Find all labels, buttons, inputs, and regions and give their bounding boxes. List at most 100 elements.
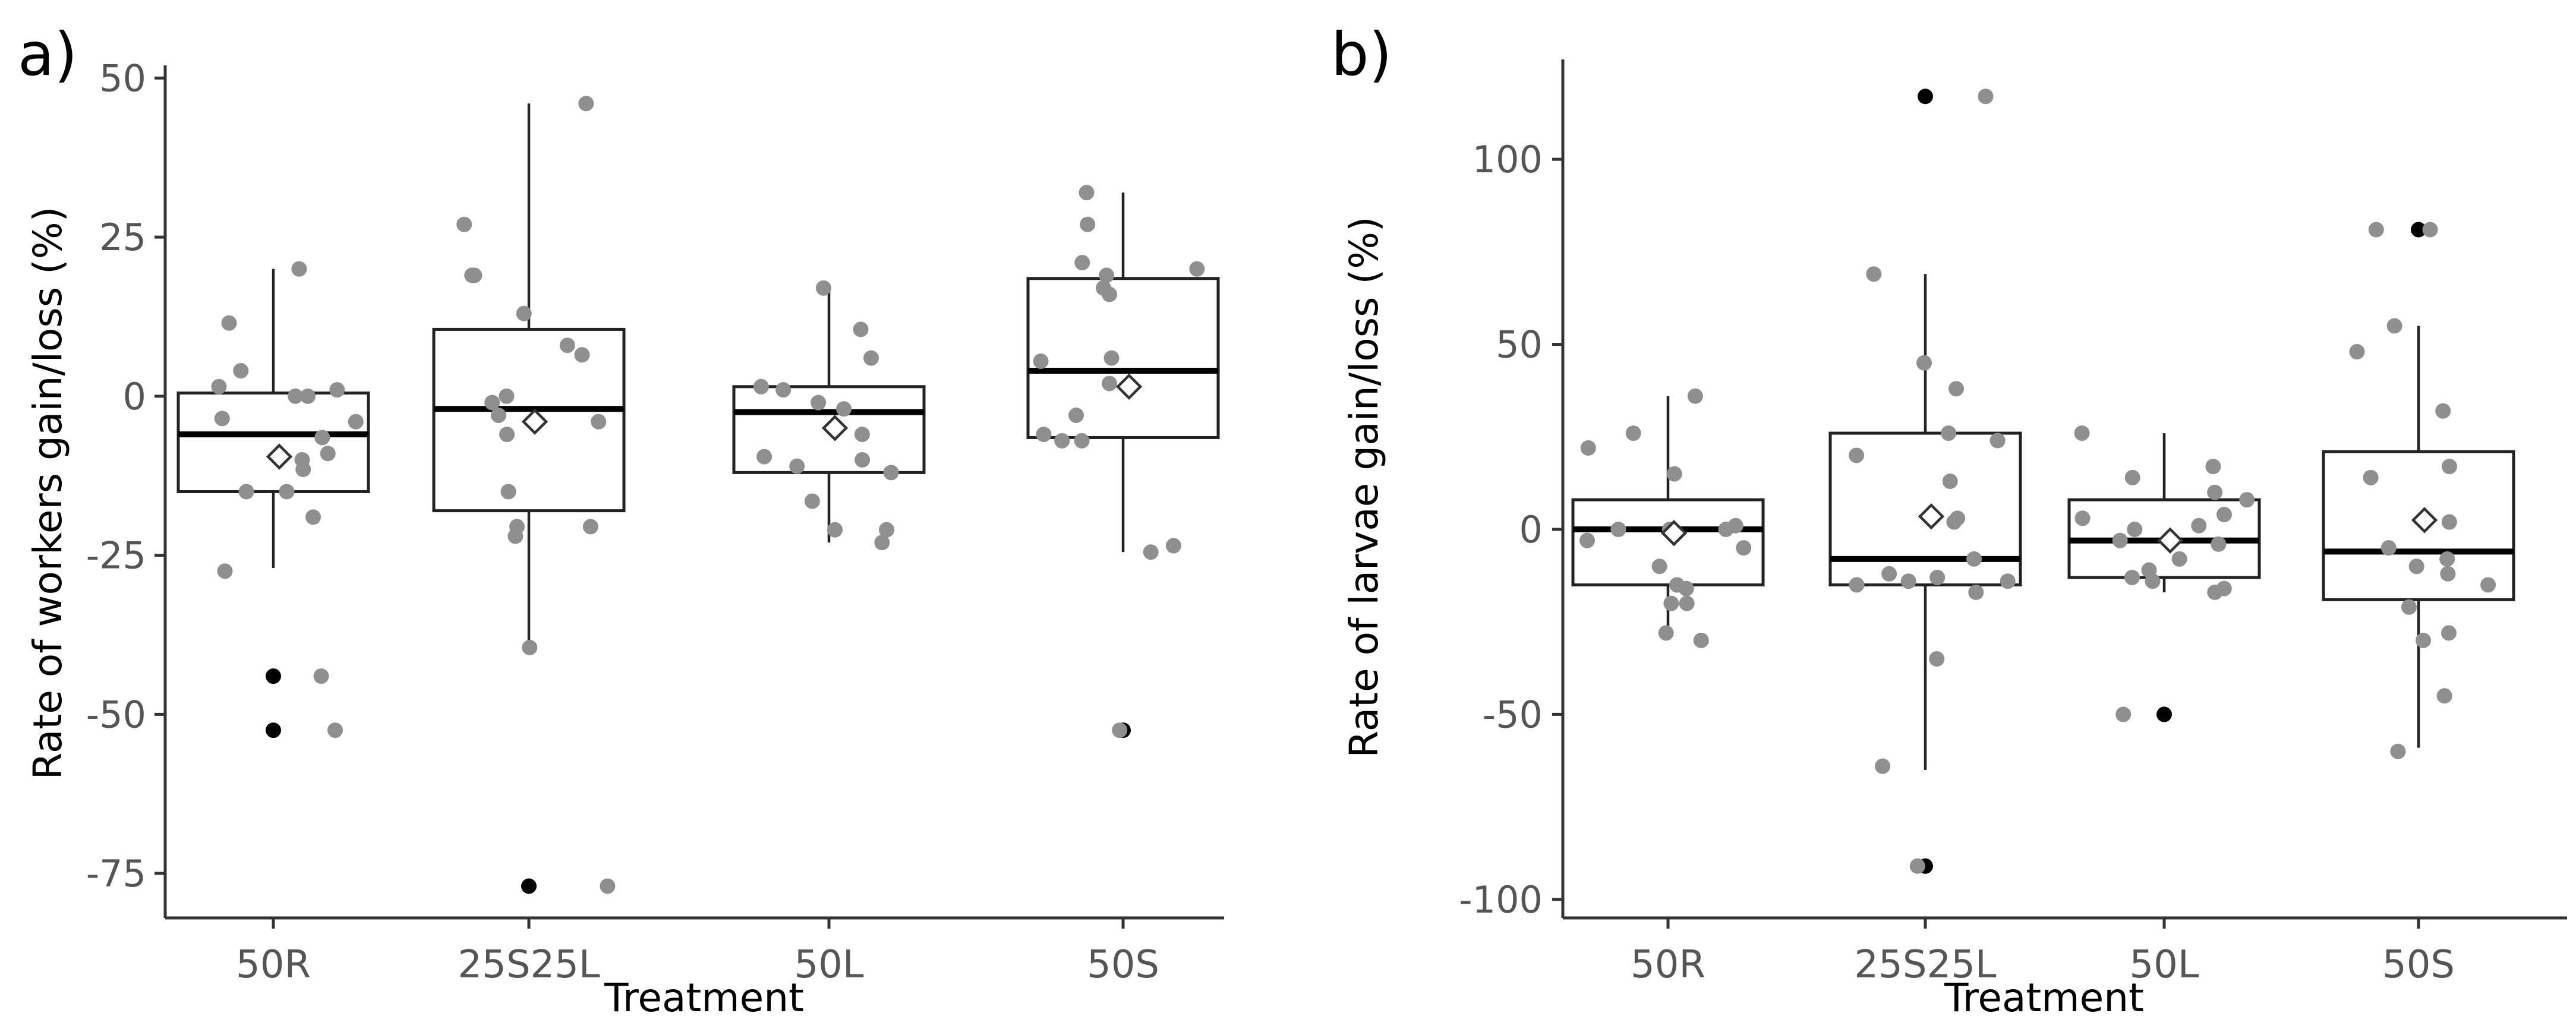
data-point: [2124, 569, 2140, 585]
data-point: [1651, 558, 1667, 575]
mean-diamond: [521, 408, 548, 435]
data-point: [2127, 522, 2143, 538]
data-point: [1875, 758, 1891, 774]
outlier-point: [521, 878, 537, 894]
panel-a-y-title: Rate of workers gain/loss (%): [25, 207, 71, 780]
data-point: [2000, 573, 2016, 589]
mean-diamond: [1115, 373, 1143, 400]
data-point: [329, 382, 345, 398]
data-point: [1866, 266, 1882, 282]
y-tick-label: -50: [1483, 693, 1543, 736]
y-tick-label: 50: [99, 56, 146, 100]
data-point: [1679, 595, 1695, 611]
data-point: [600, 878, 616, 894]
data-point: [484, 395, 500, 411]
data-point: [1036, 427, 1052, 443]
data-point: [2216, 507, 2232, 523]
outlier-point: [2411, 222, 2426, 238]
data-point: [2390, 743, 2406, 759]
data-point: [288, 388, 304, 404]
data-point: [2207, 484, 2223, 500]
data-point: [1143, 544, 1159, 560]
data-point: [1666, 466, 1682, 482]
data-point: [1849, 447, 1865, 463]
data-point: [827, 522, 843, 538]
data-point: [836, 401, 852, 417]
x-tick-label: 50S: [1087, 943, 1159, 987]
panel-a-label: a): [18, 20, 77, 89]
data-point: [1966, 551, 1982, 567]
outlier-point: [1918, 89, 1933, 105]
data-point: [1103, 350, 1120, 366]
y-tick-label: 0: [1519, 508, 1543, 551]
data-point: [327, 722, 343, 739]
data-point: [2115, 706, 2132, 722]
data-point: [1978, 89, 1994, 105]
data-point: [211, 378, 227, 395]
data-point: [1102, 375, 1117, 392]
data-point: [1074, 433, 1090, 449]
x-tick-label: 25S25L: [1854, 943, 1997, 987]
data-point: [1102, 286, 1118, 302]
iqr-box: [176, 392, 370, 493]
data-point: [2191, 517, 2207, 534]
data-point: [1033, 353, 1049, 369]
panel-a: a) Treatment Rate of workers gain/loss (…: [18, 20, 1224, 1021]
box-50R: [176, 261, 370, 739]
data-point: [294, 452, 310, 468]
x-tick-label: 50S: [2382, 943, 2455, 987]
data-point: [815, 280, 831, 296]
data-point: [1663, 595, 1679, 611]
x-tick-label: 50R: [1631, 943, 1705, 987]
data-point: [2435, 403, 2451, 419]
data-point: [233, 363, 249, 379]
data-point: [1165, 538, 1181, 554]
data-point: [320, 446, 336, 462]
data-point: [1948, 381, 1964, 397]
data-point: [1079, 185, 1095, 201]
data-point: [863, 350, 879, 366]
y-tick-label: -100: [1459, 878, 1543, 921]
box-50S: [1026, 185, 1220, 739]
data-point: [582, 519, 598, 535]
data-point: [753, 378, 769, 395]
data-point: [1989, 433, 2006, 449]
data-point: [853, 321, 869, 337]
data-point: [2380, 540, 2397, 556]
data-point: [313, 668, 329, 684]
data-point: [1941, 425, 1957, 441]
data-point: [2145, 573, 2161, 589]
data-point: [314, 430, 330, 446]
data-point: [1881, 566, 1897, 582]
x-tick-label: 25S25L: [458, 943, 600, 987]
data-point: [2216, 580, 2232, 597]
box-25S25L: [1828, 89, 2022, 874]
data-point: [879, 522, 894, 538]
mean-diamond: [2411, 507, 2438, 534]
outlier-point: [266, 668, 281, 684]
box-50L: [2067, 425, 2261, 722]
x-tick-label: 50L: [794, 943, 863, 987]
data-point: [1189, 261, 1205, 277]
mean-diamond: [821, 415, 849, 441]
y-tick-label: 100: [1473, 138, 1543, 181]
data-point: [2408, 558, 2424, 575]
data-point: [238, 484, 254, 500]
mean-diamond: [266, 443, 293, 470]
box-50R: [1571, 388, 1765, 648]
data-point: [2205, 459, 2221, 475]
data-point: [214, 411, 230, 427]
panel-a-x-title: Treatment: [604, 975, 804, 1021]
iqr-box: [1026, 277, 1220, 439]
data-point: [1678, 580, 1694, 597]
data-point: [2416, 632, 2431, 648]
data-point: [1900, 573, 1916, 589]
data-point: [2074, 425, 2090, 441]
data-point: [1693, 632, 1709, 648]
data-point: [516, 305, 532, 321]
data-point: [2124, 469, 2140, 485]
data-point: [811, 395, 827, 411]
data-point: [2436, 688, 2452, 704]
x-tick-label: 50R: [236, 943, 311, 987]
